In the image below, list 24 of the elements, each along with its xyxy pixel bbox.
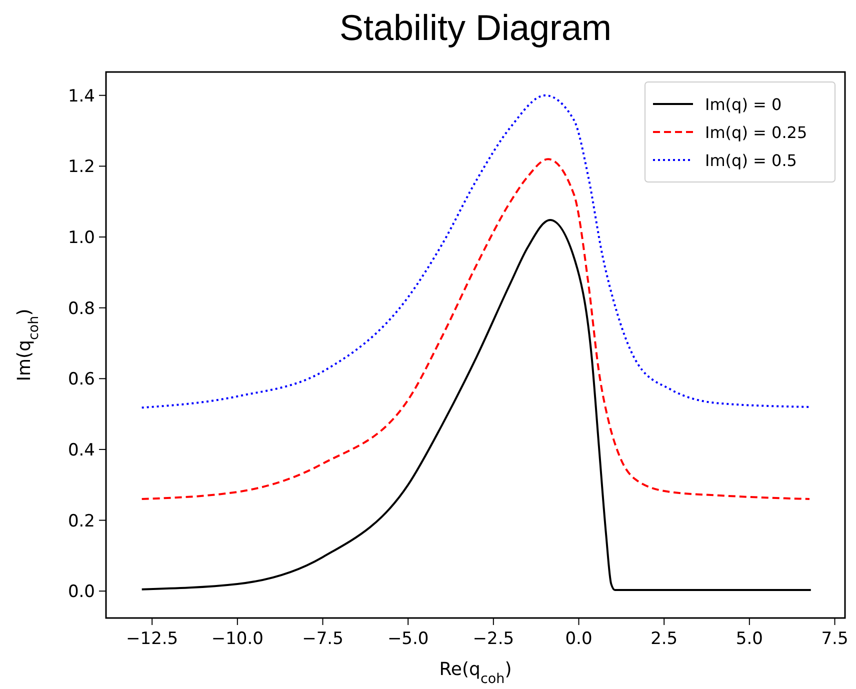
x-tick-label: 5.0 — [736, 629, 763, 649]
x-tick-label: 2.5 — [650, 629, 678, 649]
y-tick-label: 0.2 — [68, 511, 95, 532]
x-tick-label: 0.0 — [565, 629, 592, 649]
chart-title: Stability Diagram — [339, 7, 612, 48]
x-tick-label: −10.0 — [211, 629, 264, 649]
y-tick-label: 1.0 — [68, 228, 95, 248]
y-tick-label: 1.2 — [68, 157, 95, 178]
y-tick-label: 0.6 — [68, 370, 95, 390]
x-tick-label: −2.5 — [472, 629, 514, 649]
x-tick-label: −7.5 — [302, 629, 344, 649]
line-series — [140, 219, 812, 592]
x-tick-label: −5.0 — [387, 629, 429, 649]
y-tick-label: 1.4 — [68, 86, 95, 106]
legend-label: Im(q) = 0 — [705, 95, 782, 114]
y-tick-label: 0.4 — [68, 440, 95, 460]
y-tick-label: 0.0 — [68, 582, 95, 602]
x-tick-label: 7.5 — [821, 629, 848, 649]
legend-label: Im(q) = 0.5 — [705, 151, 797, 170]
legend-label: Im(q) = 0.25 — [705, 123, 808, 142]
line-series — [140, 94, 810, 409]
y-tick-label: 0.8 — [68, 298, 95, 319]
x-tick-label: −12.5 — [126, 629, 178, 649]
x-axis-title: Re(q$_{coh}$) — [439, 659, 512, 687]
